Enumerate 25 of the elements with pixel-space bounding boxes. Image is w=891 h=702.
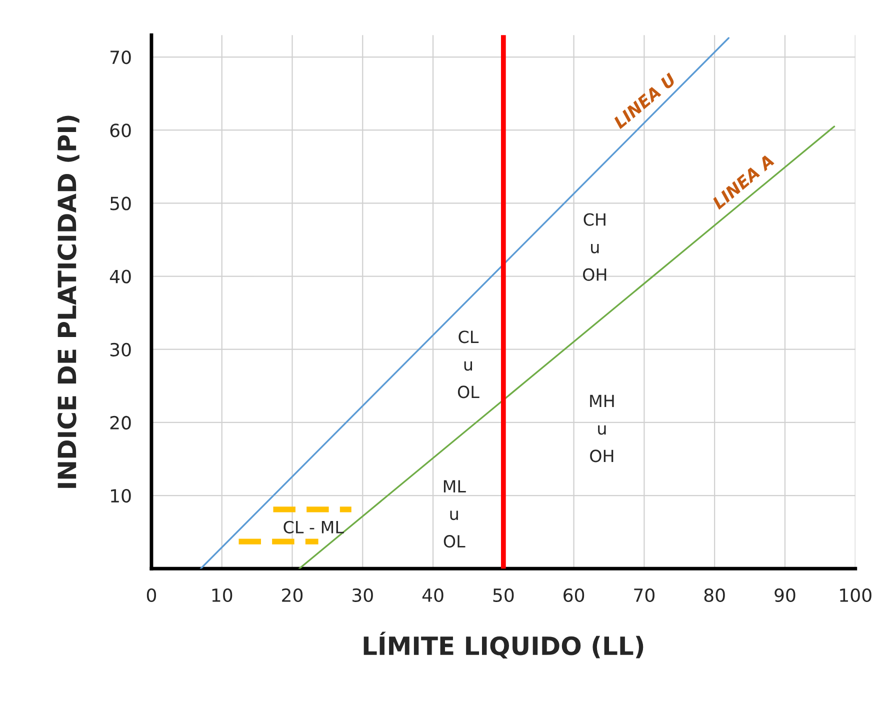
y-tick-label: 40	[110, 270, 131, 284]
x-tick-label: 100	[840, 588, 872, 602]
x-tick-label: 40	[422, 588, 444, 602]
annotation: CH u OH	[583, 213, 606, 281]
x-tick-label: 10	[212, 588, 232, 602]
annotation: CL u OL	[458, 330, 480, 398]
x-tick-label: 70	[634, 588, 654, 602]
y-tick-label: 10	[111, 488, 131, 503]
x-axis-title: LÍMITE LIQUIDO (LL)	[364, 632, 644, 659]
annotation: MH u OH	[590, 394, 614, 462]
y-tick-label: 50	[110, 196, 131, 210]
x-tick-label: 30	[352, 588, 373, 602]
y-tick-label: 70	[110, 50, 131, 64]
y-axis-title: INDICE DE PLATICIDAD (PI)	[57, 116, 80, 488]
x-tick-label: 60	[564, 588, 584, 602]
y-tick-label: 20	[110, 416, 131, 430]
x-tick-label: 80	[704, 588, 725, 602]
y-tick-label: 30	[110, 342, 131, 356]
annotation: CL - ML	[284, 520, 344, 534]
x-tick-label: 90	[774, 588, 796, 602]
y-tick-label: 60	[110, 124, 131, 138]
x-tick-label: 50	[493, 588, 514, 602]
annotation: ML u OL	[444, 480, 466, 548]
x-tick-label: 0	[146, 588, 156, 602]
x-tick-label: 20	[282, 588, 303, 602]
